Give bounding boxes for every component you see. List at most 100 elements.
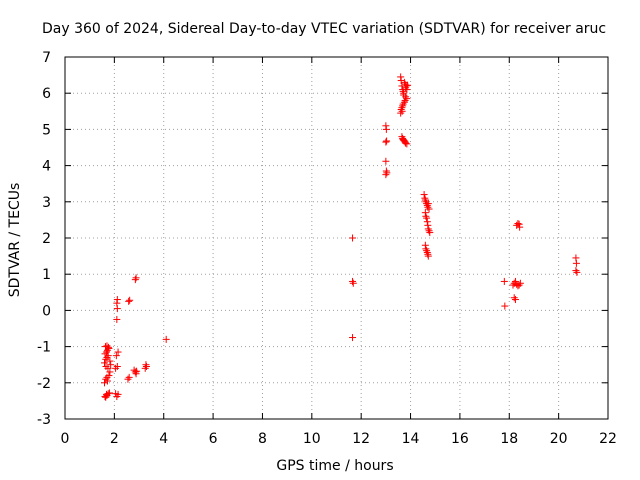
data-point — [349, 334, 357, 342]
chart-title: Day 360 of 2024, Sidereal Day-to-day VTE… — [42, 21, 606, 37]
data-point — [382, 138, 390, 146]
data-point — [113, 315, 121, 323]
data-point — [423, 214, 431, 222]
data-point — [423, 247, 431, 255]
data-point — [141, 364, 149, 372]
data-point — [516, 279, 524, 287]
data-point — [425, 227, 433, 235]
grid — [65, 57, 608, 419]
data-point — [126, 296, 134, 304]
data-point — [424, 200, 432, 208]
data-point — [402, 139, 410, 147]
data-point — [403, 140, 411, 148]
data-point — [425, 205, 433, 213]
y-tick-label: 1 — [42, 267, 51, 283]
data-point — [102, 355, 110, 363]
data-point — [383, 137, 391, 145]
data-point — [349, 277, 357, 285]
y-tick-label: 3 — [42, 195, 51, 211]
data-point — [501, 302, 509, 310]
data-point — [515, 281, 523, 289]
y-tick-label: -2 — [37, 376, 51, 392]
data-point — [125, 297, 133, 305]
data-point — [424, 252, 432, 260]
data-point — [398, 133, 406, 141]
data-point — [104, 390, 112, 398]
data-point — [104, 343, 112, 351]
data-point — [510, 294, 518, 302]
data-point — [142, 361, 150, 369]
data-point — [113, 363, 121, 371]
data-point — [403, 86, 411, 94]
data-point — [103, 377, 111, 385]
data-point — [101, 350, 109, 358]
data-point — [397, 109, 405, 117]
data-point — [162, 335, 170, 343]
data-point — [103, 342, 111, 350]
data-point — [102, 375, 110, 383]
x-tick-label: 8 — [258, 431, 267, 447]
data-point — [102, 390, 110, 398]
data-point — [382, 171, 390, 179]
data-point — [402, 82, 410, 90]
x-tick-label: 20 — [550, 431, 568, 447]
y-tick-label: 7 — [42, 50, 51, 66]
data-point — [572, 259, 580, 267]
data-point — [106, 357, 114, 365]
data-points — [100, 73, 581, 401]
x-tick-label: 22 — [599, 431, 617, 447]
x-tick-label: 12 — [352, 431, 370, 447]
x-tick-label: 2 — [110, 431, 119, 447]
x-axis-label: GPS time / hours — [276, 458, 393, 474]
data-point — [422, 212, 430, 220]
x-tick-label: 0 — [61, 431, 70, 447]
x-tick-label: 16 — [451, 431, 469, 447]
data-point — [400, 78, 408, 86]
data-point — [112, 364, 120, 372]
data-point — [382, 125, 390, 133]
data-point — [500, 277, 508, 285]
data-point — [102, 393, 110, 401]
data-point — [420, 191, 428, 199]
data-point — [516, 223, 524, 231]
data-point — [102, 348, 110, 356]
data-point — [400, 98, 408, 106]
data-point — [104, 352, 112, 360]
data-point — [132, 274, 140, 282]
data-point — [514, 220, 522, 228]
x-tick-label: 6 — [209, 431, 218, 447]
data-point — [509, 281, 517, 289]
data-point — [113, 296, 121, 304]
data-point — [382, 157, 390, 165]
x-tick-label: 18 — [500, 431, 518, 447]
data-point — [124, 375, 132, 383]
y-tick-label: 0 — [42, 303, 51, 319]
data-point — [511, 277, 519, 285]
y-tick-label: -1 — [37, 340, 51, 356]
data-point — [106, 368, 114, 376]
data-point — [422, 245, 430, 253]
data-point — [114, 390, 122, 398]
data-point — [133, 367, 141, 375]
data-point — [104, 364, 112, 372]
y-tick-label: 5 — [42, 122, 51, 138]
x-tick-label: 10 — [303, 431, 321, 447]
data-point — [573, 268, 581, 276]
data-point — [131, 276, 139, 284]
x-tick-label: 14 — [402, 431, 420, 447]
data-point — [424, 225, 432, 233]
y-tick-label: 6 — [42, 86, 51, 102]
data-point — [398, 107, 406, 115]
data-point — [125, 373, 133, 381]
x-tick-label: 4 — [159, 431, 168, 447]
data-point — [105, 389, 113, 397]
y-axis-label: SDTVAR / TECUs — [7, 183, 23, 298]
data-point — [107, 361, 115, 369]
y-tick-label: -3 — [37, 412, 51, 428]
data-point — [401, 96, 409, 104]
data-point — [131, 368, 139, 376]
data-point — [404, 81, 412, 89]
